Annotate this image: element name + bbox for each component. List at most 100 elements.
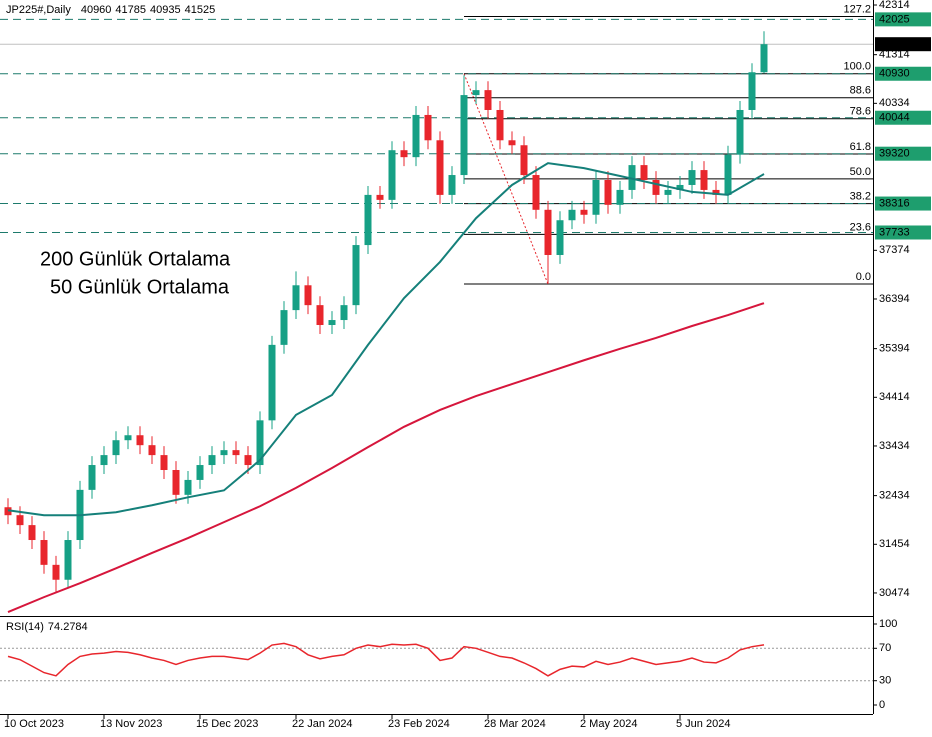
y-tick-label: 32434 [879, 490, 910, 502]
x-tick-label: 5 Jun 2024 [676, 718, 730, 730]
candle-body [700, 170, 708, 190]
candle-body [136, 435, 144, 446]
candle-body [592, 180, 600, 215]
candle-body [484, 90, 492, 110]
candle-body [532, 175, 540, 210]
header: JP225#,Daily 40960 41785 40935 41525 [6, 4, 215, 16]
candle-body [472, 90, 480, 96]
header-low: 40935 [150, 4, 181, 16]
y-tick-label: 31454 [879, 538, 910, 550]
candle-body [388, 150, 396, 200]
x-tick-label: 13 Nov 2023 [100, 718, 162, 730]
candle-body [436, 140, 444, 195]
moving-average [7, 302, 765, 613]
candle-body [652, 180, 660, 195]
candle-body [304, 285, 312, 306]
price-label-box [875, 225, 931, 240]
candle-body [292, 285, 300, 311]
candle-body [640, 165, 648, 181]
rsi-line [7, 642, 765, 677]
rsi-tick-label: 70 [879, 642, 891, 654]
price-label-box [875, 110, 931, 125]
x-tick-label: 22 Jan 2024 [292, 718, 353, 730]
fib-label: 100.0 [843, 61, 871, 73]
moving-average [7, 162, 765, 517]
candle-body [64, 540, 72, 580]
price-label: 40930 [879, 68, 910, 80]
candle-body [760, 44, 768, 73]
x-tick-label: 10 Oct 2023 [4, 718, 64, 730]
fib-label: 50.0 [850, 166, 871, 178]
candle-body [88, 465, 96, 490]
last-price-box [875, 37, 931, 52]
fib-label: 61.8 [850, 141, 871, 153]
candle-body [112, 440, 120, 456]
fib-label: 0.0 [856, 271, 871, 283]
price-label-box [875, 66, 931, 81]
candle-body [316, 305, 324, 326]
y-tick-label: 33434 [879, 440, 910, 452]
candle-body [712, 189, 720, 195]
legend-text: 200 Günlük Ortalama [40, 248, 231, 270]
fib-label: 78.6 [850, 106, 871, 118]
price-label: 39320 [879, 148, 910, 160]
candle-body [16, 515, 24, 526]
candle-body [424, 114, 432, 141]
candle-body [52, 564, 60, 580]
candle-body [100, 455, 108, 466]
candle-body [208, 455, 216, 466]
candle-body [496, 109, 504, 141]
price-label-box [875, 12, 931, 27]
candle-body [400, 150, 408, 158]
fib-label: 88.6 [850, 85, 871, 97]
x-tick-label: 15 Dec 2023 [196, 718, 258, 730]
rsi-tick-label: 30 [879, 675, 891, 687]
candle-body [184, 479, 192, 495]
y-tick-label: 40334 [879, 97, 910, 109]
candle-body [520, 145, 528, 176]
y-tick-label: 30474 [879, 587, 910, 599]
candle-body [664, 189, 672, 195]
x-tick-label: 2 May 2024 [580, 718, 637, 730]
candle-body [676, 184, 684, 190]
candle-body [232, 450, 240, 456]
y-tick-label: 35394 [879, 343, 910, 355]
fib-label: 38.2 [850, 191, 871, 203]
candle-body [256, 420, 264, 466]
candle-body [376, 194, 384, 200]
candle-body [688, 170, 696, 185]
symbol: JP225#,Daily [6, 4, 71, 16]
y-tick-label: 42314 [879, 0, 910, 11]
candle-body [616, 189, 624, 205]
candle-body [148, 445, 156, 456]
price-label: 37733 [879, 226, 910, 238]
candle-body [460, 95, 468, 176]
fib-label: 23.6 [850, 221, 871, 233]
rsi-last: 74.2784 [48, 621, 88, 633]
y-tick-label: 41314 [879, 49, 910, 61]
candle-body [280, 310, 288, 345]
x-tick-label: 28 Mar 2024 [484, 718, 546, 730]
price-label: 38316 [879, 197, 910, 209]
rsi-header: RSI(14) 74.2784 [6, 621, 88, 633]
candle-body [172, 470, 180, 495]
rsi-title: RSI(14) [6, 621, 44, 633]
y-tick-label: 36394 [879, 293, 910, 305]
candle-body [220, 450, 228, 456]
candle-body [580, 209, 588, 215]
header-open: 40960 [81, 4, 112, 16]
candle-body [268, 344, 276, 421]
candle-body [556, 220, 564, 255]
y-tick-label: 37374 [879, 244, 910, 256]
candle-body [244, 455, 252, 466]
candle-body [568, 209, 576, 221]
price-label: 40044 [879, 112, 910, 124]
x-tick-label: 23 Feb 2024 [388, 718, 450, 730]
candle-body [340, 305, 348, 321]
candle-body [544, 209, 552, 255]
candle-body [508, 140, 516, 146]
fib-label: 127.2 [843, 3, 871, 15]
rsi-tick-label: 0 [879, 699, 885, 711]
rsi-tick-label: 100 [879, 618, 897, 630]
